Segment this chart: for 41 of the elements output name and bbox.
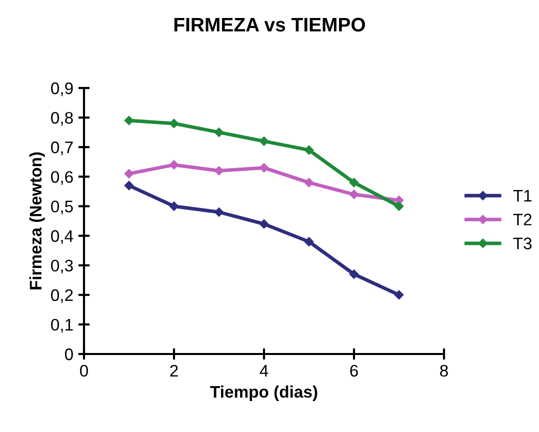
- point: [214, 128, 224, 137]
- y-tick-label: 0,4: [51, 230, 74, 244]
- point: [259, 219, 269, 229]
- point: [349, 178, 359, 188]
- y-tick-label: 0,2: [51, 289, 73, 304]
- x-axis-title: Tiempo (dias): [210, 386, 318, 402]
- point: [124, 180, 134, 190]
- point: [304, 145, 314, 155]
- x-tick-label: 6: [350, 364, 358, 377]
- point: [214, 208, 224, 217]
- point: [259, 136, 269, 146]
- point: [259, 163, 269, 172]
- y-tick-label: 0,9: [51, 82, 73, 96]
- point: [124, 169, 134, 178]
- y-tick-label: 0,7: [51, 142, 73, 156]
- legend-label: T1: [513, 190, 532, 202]
- point: [349, 270, 359, 279]
- x-tick-label: 4: [260, 365, 268, 376]
- point: [304, 237, 314, 246]
- legend-label: T2: [513, 214, 532, 226]
- y-tick-label: 0,1: [51, 318, 73, 333]
- y-tick-label: 0,6: [51, 171, 73, 185]
- point: [169, 160, 179, 170]
- point: [394, 290, 404, 300]
- point: [169, 202, 179, 211]
- point: [304, 178, 314, 188]
- y-tick-label: 0,8: [51, 112, 73, 126]
- y-tick-label: 0,3: [51, 260, 73, 274]
- point: [124, 116, 134, 126]
- point: [169, 118, 179, 128]
- y-tick-label: 0: [64, 348, 73, 360]
- x-tick-label: 2: [170, 364, 178, 376]
- chart-title: FIRMEZA vs TIEMPO: [174, 18, 366, 32]
- y-axis-title: Firmeza (Newton): [29, 152, 45, 290]
- point: [349, 190, 359, 200]
- x-tick-label: 8: [440, 364, 448, 377]
- point: [394, 202, 404, 211]
- x-tick-label: 0: [80, 364, 88, 377]
- legend-label: T3: [513, 238, 532, 250]
- point: [214, 166, 224, 176]
- y-tick-label: 0,5: [51, 200, 73, 214]
